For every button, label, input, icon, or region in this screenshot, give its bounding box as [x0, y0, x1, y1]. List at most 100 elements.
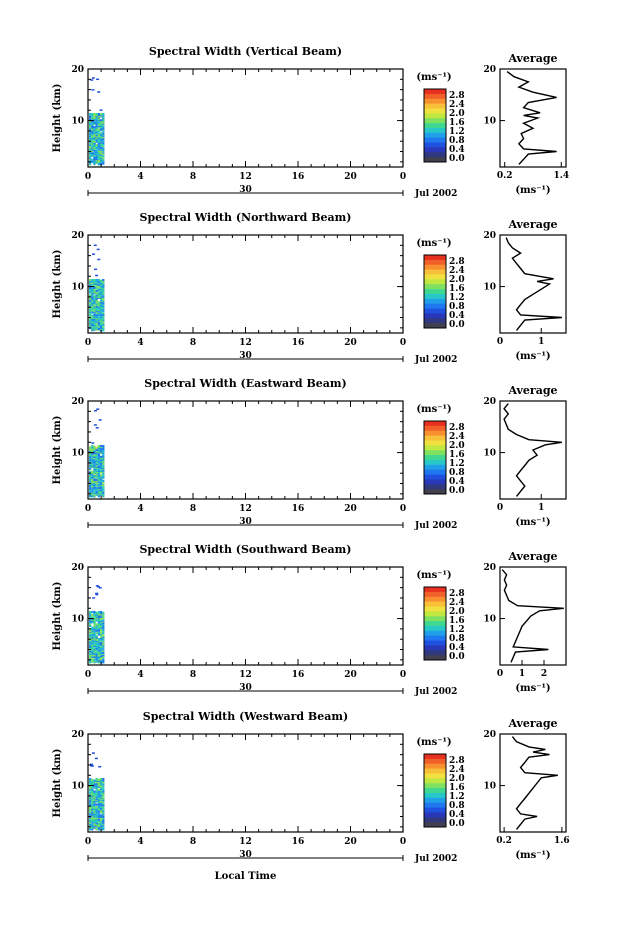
heatmap-cell — [97, 280, 100, 283]
plot-frame — [87, 400, 404, 500]
heatmap-cell — [93, 309, 96, 313]
heatmap-cell — [95, 788, 98, 791]
colorbar: 2.82.42.01.61.20.80.40.0 — [423, 753, 465, 829]
heatmap-cell — [102, 132, 105, 135]
heatmap-cell — [91, 808, 94, 811]
heatmap-cell — [102, 630, 105, 633]
heatmap-cell — [97, 91, 101, 93]
heatmap-cell — [95, 585, 99, 587]
heatmap-cell — [91, 89, 95, 91]
colorbar-frame — [423, 753, 447, 828]
heatmap-cell — [100, 150, 103, 154]
heatmap-cell — [100, 448, 103, 451]
colorbar-tick-label: 1.2 — [449, 293, 465, 303]
heatmap-cell — [100, 126, 103, 129]
heatmap-cell — [95, 138, 98, 141]
day-marker-label: 30 — [239, 850, 252, 860]
heatmap-cell — [102, 455, 105, 458]
heatmap-cell — [102, 451, 105, 455]
colorbar-swatch — [424, 469, 446, 475]
colorbar-swatch — [424, 625, 446, 632]
heatmap-cell — [91, 320, 94, 323]
colorbar-swatch — [424, 778, 446, 784]
heatmap-cell — [91, 459, 94, 462]
x-tick-label: 12 — [239, 670, 252, 680]
heatmap-cell — [95, 653, 98, 656]
average-profile: Average 20 10 0 1 (ms⁻¹) — [483, 218, 567, 362]
heatmap-cell — [97, 623, 100, 626]
heatmap-cell — [97, 286, 100, 289]
panel-title: Spectral Width (Northward Beam) — [140, 211, 352, 224]
heatmap-cell — [93, 610, 96, 614]
heatmap-cell — [100, 809, 103, 812]
colorbar-swatch — [424, 802, 446, 808]
heatmap-cell — [95, 822, 98, 825]
heatmap-cell — [102, 112, 105, 116]
heatmap-cell — [97, 129, 100, 133]
colorbar-unit: (ms⁻¹) — [416, 72, 451, 83]
heatmap-cell — [93, 806, 96, 809]
heatmap-cell — [91, 151, 94, 154]
y-tick-label: 20 — [71, 563, 84, 573]
heatmap-cell — [91, 826, 94, 829]
x-tick-label: 8 — [190, 338, 196, 348]
heatmap-cell — [91, 636, 94, 639]
colorbar-swatch — [424, 489, 446, 495]
heatmap-cell — [97, 156, 100, 159]
heatmap-cell — [100, 162, 103, 165]
heatmap-cell — [97, 616, 100, 619]
heatmap-cell — [100, 798, 103, 801]
heatmap-cell — [91, 137, 94, 140]
heatmap-cell — [102, 621, 105, 624]
colorbar-swatch — [424, 464, 446, 471]
heatmap-cell — [102, 328, 105, 331]
date-label: Jul 2002 — [414, 854, 457, 864]
x-tick-label: 0 — [85, 837, 91, 847]
heatmap-cell — [100, 491, 103, 494]
heatmap-cell — [100, 638, 103, 641]
heatmap-cell — [89, 452, 92, 455]
x-tick-label: 8 — [190, 172, 196, 182]
heatmap-cell — [97, 162, 100, 165]
colorbar-tick-label: 0.8 — [449, 468, 465, 478]
heatmap-cell — [89, 791, 92, 795]
heatmap-cell — [89, 148, 92, 151]
heatmap-cell — [95, 794, 98, 797]
heatmap-cell — [93, 783, 96, 786]
plot-frame — [87, 234, 404, 334]
heatmap-cell — [100, 156, 103, 159]
average-title: Average — [507, 384, 557, 397]
y-tick-label: 10 — [71, 782, 84, 792]
x-axis-label: Local Time — [215, 871, 277, 882]
heatmap-cell — [102, 615, 105, 618]
x-tick-label: 16 — [292, 670, 305, 680]
x-tick-label: 0 — [85, 338, 91, 348]
heatmap-cell — [89, 126, 92, 129]
heatmap-cell — [95, 636, 98, 639]
colorbar-unit: (ms⁻¹) — [416, 404, 451, 415]
y-axis-label: Height (km) — [52, 250, 63, 319]
heatmap-cell — [102, 127, 105, 130]
heatmap-cell — [95, 611, 98, 614]
heatmap-cell — [91, 614, 94, 617]
heatmap-cell — [93, 123, 96, 126]
colorbar-tick-label: 2.4 — [449, 100, 465, 110]
heatmap-cell — [89, 118, 92, 121]
heatmap-cell — [100, 444, 103, 448]
heatmap-cell — [102, 308, 105, 311]
heatmap-cell — [102, 158, 105, 161]
heatmap-cell — [89, 317, 92, 320]
heatmap-cell — [100, 471, 103, 474]
date-label: Jul 2002 — [414, 355, 457, 365]
heatmap-cell — [96, 585, 100, 588]
colorbar-swatch — [424, 103, 446, 109]
heatmap-cell — [96, 248, 100, 251]
heatmap-cell — [100, 808, 103, 811]
heatmap-cell — [93, 131, 96, 134]
heatmap-cell — [95, 143, 98, 147]
heatmap-cell — [95, 123, 98, 126]
heatmap-cell — [95, 302, 98, 306]
heatmap-cell — [102, 323, 105, 326]
colorbar-swatch — [424, 137, 446, 143]
heatmap-cell — [102, 802, 105, 805]
